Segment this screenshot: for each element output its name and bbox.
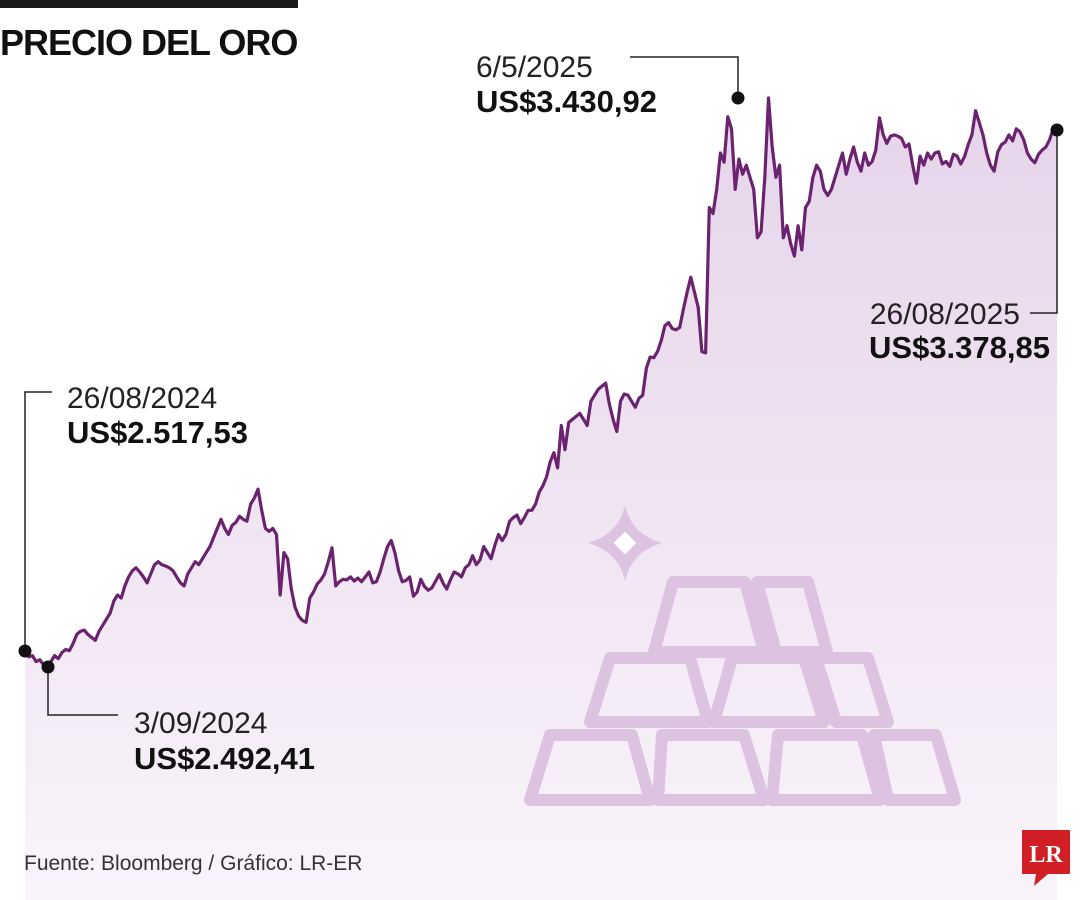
leader-line-min <box>47 667 118 716</box>
source-note: Fuente: Bloomberg / Gráfico: LR-ER <box>24 852 363 875</box>
annotation-max-value: US$3.430,92 <box>476 84 657 119</box>
annotation-start-date: 26/08/2024 <box>67 382 217 415</box>
annotation-min-date: 3/09/2024 <box>134 707 267 740</box>
marker-end <box>1050 123 1064 137</box>
leader-line-start <box>24 391 52 651</box>
price-area <box>25 98 1057 900</box>
leader-line-end <box>1030 130 1058 314</box>
lr-logo: LR <box>1022 830 1070 886</box>
annotation-min-value: US$2.492,41 <box>134 741 315 776</box>
annotation-max-date: 6/5/2025 <box>476 51 593 84</box>
annotation-start-value: US$2.517,53 <box>67 415 248 450</box>
marker-max <box>731 91 745 105</box>
lr-logo-text: LR <box>1029 842 1063 868</box>
annotation-end-date: 26/08/2025 <box>870 298 1020 331</box>
sparkle-icon <box>588 505 662 581</box>
leader-line-max <box>630 56 739 98</box>
price-line <box>23 96 1059 668</box>
annotation-end-value: US$3.378,85 <box>869 330 1050 365</box>
top-accent-bar <box>0 0 298 8</box>
chart-title: PRECIO DEL ORO <box>0 22 298 63</box>
gold-bars-icon <box>524 576 961 806</box>
marker-start <box>18 644 32 658</box>
marker-min <box>41 660 55 674</box>
